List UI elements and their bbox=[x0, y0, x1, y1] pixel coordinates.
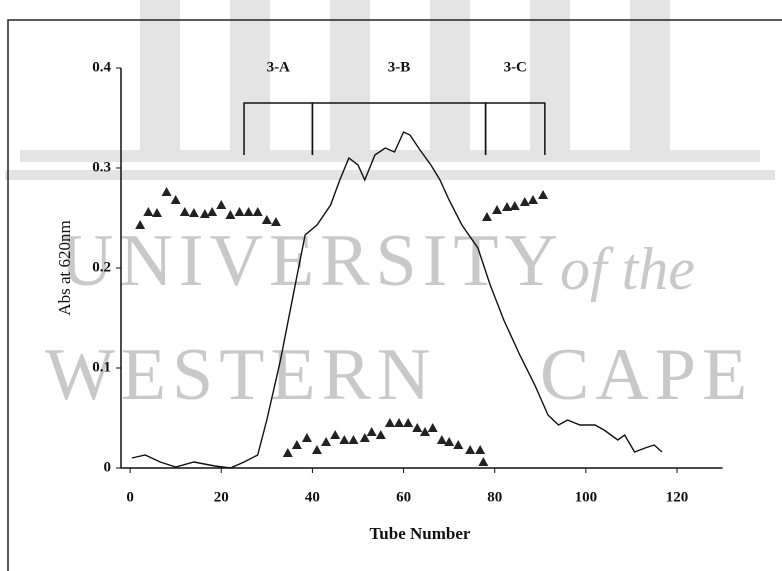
y-tick-label: 0.1 bbox=[92, 359, 111, 375]
data-point bbox=[367, 427, 377, 436]
data-point bbox=[385, 418, 395, 427]
data-point bbox=[538, 190, 548, 199]
data-point bbox=[428, 423, 438, 432]
data-point bbox=[444, 437, 454, 446]
data-point bbox=[283, 448, 293, 457]
data-point bbox=[302, 433, 312, 442]
chart: UNIVERSITY of the WESTERN CAPE Tube Numb… bbox=[0, 0, 782, 571]
x-tick-label: 120 bbox=[666, 489, 689, 505]
data-point bbox=[492, 205, 502, 214]
watermark-text: CAPE bbox=[540, 334, 753, 416]
x-tick-label: 0 bbox=[126, 489, 134, 505]
data-point bbox=[189, 208, 199, 217]
data-point bbox=[330, 430, 340, 439]
watermark-text: of the bbox=[560, 236, 695, 302]
data-point bbox=[312, 445, 322, 454]
data-point bbox=[225, 210, 235, 219]
data-point bbox=[143, 207, 153, 216]
y-tick-label: 0.4 bbox=[92, 59, 111, 75]
y-tick-label: 0 bbox=[104, 459, 112, 475]
data-point bbox=[162, 187, 172, 196]
data-point bbox=[412, 423, 422, 432]
data-point bbox=[234, 207, 244, 216]
data-point bbox=[437, 435, 447, 444]
data-point bbox=[348, 435, 358, 444]
data-point bbox=[475, 445, 485, 454]
data-point bbox=[244, 207, 254, 216]
data-point bbox=[403, 418, 413, 427]
fraction-label: 3-B bbox=[388, 59, 411, 75]
data-point bbox=[528, 195, 538, 204]
data-point bbox=[453, 440, 463, 449]
fraction-label: 3-A bbox=[267, 59, 290, 75]
watermark-text: UNIVERSITY bbox=[60, 220, 564, 302]
data-point bbox=[465, 445, 475, 454]
y-tick-label: 0.3 bbox=[92, 159, 111, 175]
data-point bbox=[200, 209, 210, 218]
data-point bbox=[216, 200, 226, 209]
x-tick-label: 20 bbox=[214, 489, 229, 505]
x-tick-label: 60 bbox=[396, 489, 411, 505]
data-point bbox=[394, 418, 404, 427]
data-point bbox=[292, 440, 302, 449]
data-point bbox=[253, 207, 263, 216]
data-point bbox=[478, 457, 488, 466]
y-tick-label: 0.2 bbox=[92, 259, 111, 275]
fraction-label: 3-C bbox=[504, 59, 527, 75]
data-point bbox=[171, 195, 181, 204]
x-axis-label: Tube Number bbox=[370, 524, 471, 543]
data-point bbox=[376, 430, 386, 439]
data-point bbox=[339, 435, 349, 444]
data-point bbox=[510, 201, 520, 210]
data-point bbox=[482, 212, 492, 221]
y-axis-label: Abs at 620nm bbox=[55, 220, 74, 315]
x-tick-label: 100 bbox=[575, 489, 598, 505]
data-point bbox=[207, 207, 217, 216]
x-tick-label: 40 bbox=[305, 489, 320, 505]
data-point bbox=[152, 208, 162, 217]
data-point bbox=[321, 437, 331, 446]
data-point bbox=[180, 207, 190, 216]
data-point bbox=[520, 197, 530, 206]
x-tick-label: 80 bbox=[487, 489, 502, 505]
